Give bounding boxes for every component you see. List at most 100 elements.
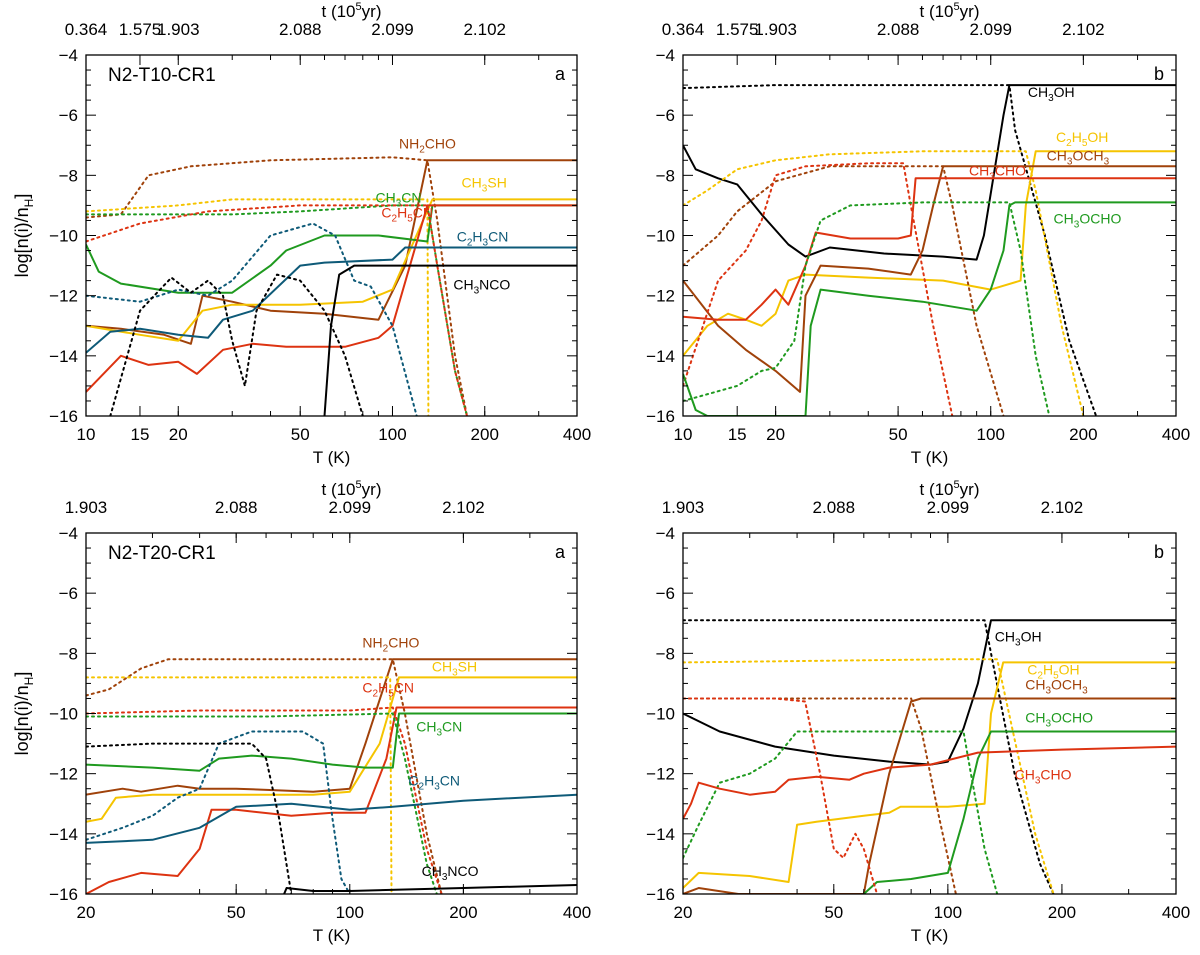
label-char: H	[1005, 628, 1015, 644]
top-label-part: t (10	[322, 480, 356, 499]
y-tick-label: −12	[646, 765, 675, 784]
label-char: H	[1064, 210, 1074, 226]
label-char: C	[457, 229, 467, 245]
top-tick-label: 2.099	[969, 20, 1012, 39]
y-label-part: log[n(i)/n	[12, 207, 32, 277]
series-C2H3CN-dotted	[86, 222, 418, 416]
label-sub: 5	[1082, 138, 1088, 149]
label-char: C	[381, 204, 391, 220]
series-CH3CN-dotted	[86, 204, 468, 416]
label-char: H	[1051, 767, 1061, 783]
top-axis-label: t (105yr)	[920, 1, 980, 21]
series-label: NH2CHO	[399, 135, 456, 155]
label-sub: 2	[1037, 670, 1043, 681]
top-label-part: t (10	[920, 480, 954, 499]
label-char: H	[378, 679, 388, 695]
panel-letter: b	[1154, 64, 1164, 84]
label-char: C	[1090, 210, 1100, 226]
series-CH3OH-solid	[683, 619, 1176, 766]
series-CH3SH-dotted	[86, 676, 393, 894]
series-group	[683, 84, 1176, 416]
series-label: CH3NCO	[453, 277, 510, 297]
y-label-part: log[n(i)/n	[12, 685, 32, 755]
x-tick-label: 10	[674, 425, 693, 444]
label-char: C	[1027, 661, 1037, 677]
y-label-part: ]	[12, 194, 32, 199]
label-char: C	[489, 277, 499, 293]
x-tick-label: 20	[674, 903, 693, 922]
top-tick-label: 2.088	[813, 498, 856, 517]
label-char: N	[498, 229, 508, 245]
label-sub: 3	[1035, 776, 1041, 787]
y-tick-label: −4	[59, 524, 78, 543]
label-sub: 2	[419, 144, 425, 155]
label-char: O	[1082, 710, 1093, 726]
y-tick-label: −6	[656, 584, 675, 603]
plot-frame	[682, 54, 1177, 417]
x-tick-label: 100	[977, 425, 1005, 444]
label-char: H	[979, 162, 989, 178]
series-label: CH3SH	[432, 658, 477, 678]
label-char: S	[458, 658, 467, 674]
label-char: C	[1028, 84, 1038, 100]
top-label-part: yr)	[362, 2, 382, 21]
label-sub: 5	[1053, 670, 1059, 681]
x-tick-label: 10	[77, 425, 96, 444]
label-char: H	[398, 634, 408, 650]
label-char: O	[1051, 676, 1062, 692]
series-label: CH3SH	[462, 174, 507, 194]
x-tick-label: 100	[336, 903, 364, 922]
x-axis-label: T (K)	[313, 448, 350, 467]
y-label-sub: H	[22, 677, 36, 686]
label-char: C	[995, 628, 1005, 644]
series-group	[86, 658, 577, 894]
label-char: C	[1062, 676, 1072, 692]
label-char: O	[1051, 710, 1062, 726]
label-sub: 3	[1074, 219, 1080, 230]
x-tick-label: 15	[131, 425, 150, 444]
x-tick-label: 15	[728, 425, 747, 444]
x-tick-label: 200	[1048, 903, 1076, 922]
panel-title: N2-T10-CR1	[108, 65, 216, 86]
y-tick-label: −6	[656, 106, 675, 125]
series-group	[86, 156, 577, 416]
label-sub: 3	[1015, 637, 1021, 648]
top-tick-label: 2.099	[927, 498, 970, 517]
label-char: C	[1056, 129, 1066, 145]
series-C2H5CN-solid	[86, 204, 577, 393]
label-char: C	[440, 773, 450, 789]
label-sub: 3	[474, 286, 480, 297]
label-sub: 3	[1048, 93, 1054, 104]
label-char: O	[468, 863, 479, 879]
label-sub: 2	[373, 688, 379, 699]
label-char: S	[487, 174, 496, 190]
series-CH3OH-dotted	[683, 84, 1098, 416]
x-tick-label: 200	[471, 425, 499, 444]
top-tick-label: 1.575	[119, 20, 162, 39]
y-tick-label: −6	[59, 106, 78, 125]
top-tick-label: 0.364	[65, 20, 108, 39]
label-char: H	[1035, 676, 1045, 692]
y-tick-label: −8	[59, 644, 78, 663]
top-tick-label: 2.099	[329, 498, 372, 517]
series-label: CH3CN	[416, 719, 462, 739]
label-char: N	[447, 863, 457, 879]
series-CH3SH-solid	[86, 198, 577, 342]
label-sub: 3	[483, 238, 489, 249]
label-char: C	[362, 679, 372, 695]
y-tick-label: −12	[49, 765, 78, 784]
series-label: C2H5CN	[362, 679, 414, 699]
series-CH3CN-solid	[86, 204, 577, 294]
y-tick-label: −12	[49, 287, 78, 306]
label-char: H	[432, 863, 442, 879]
series-CH3CHO-dotted	[683, 162, 954, 416]
label-sub: 3	[1045, 719, 1051, 730]
top-label-part: yr)	[960, 480, 980, 499]
top-tick-label: 2.102	[1041, 498, 1084, 517]
x-tick-label: 20	[169, 425, 188, 444]
series-C2H5OH-solid	[683, 150, 1176, 357]
x-tick-label: 100	[934, 903, 962, 922]
series-label: CH3OH	[1028, 84, 1075, 104]
y-label-sub: H	[22, 199, 36, 208]
